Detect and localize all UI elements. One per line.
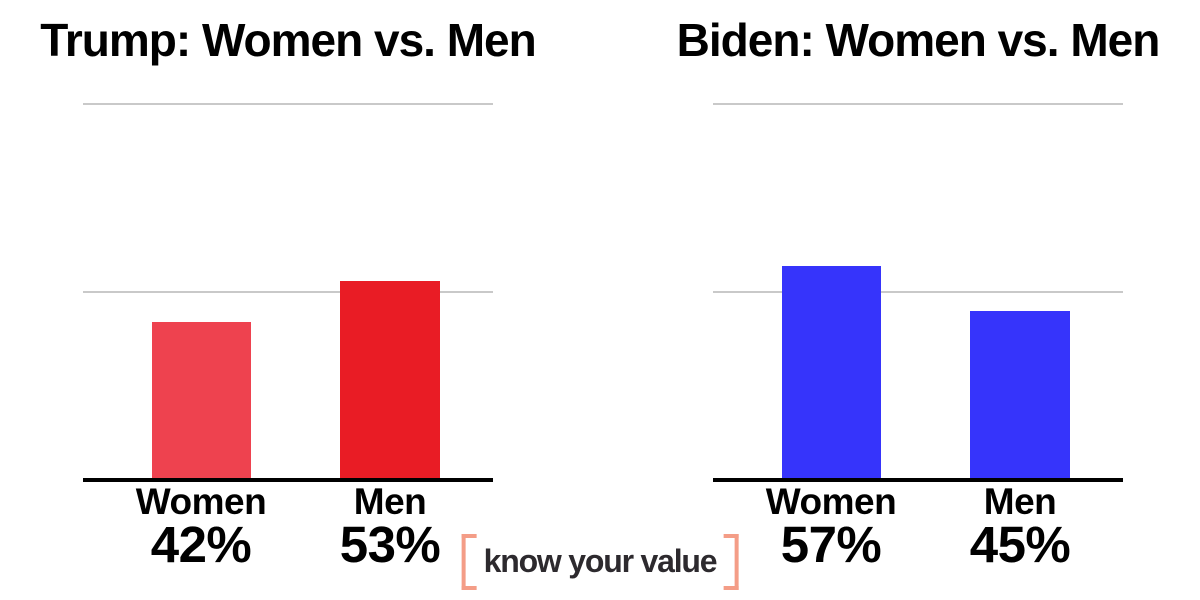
chart-biden: Biden: Women vs. Men Women 57% Men 45% [677,0,1161,600]
value-label: 53% [339,516,441,573]
chart-trump: Trump: Women vs. Men Women 42% Men 53% [40,0,536,600]
right-bracket-icon [723,534,739,590]
label-group-biden-men: Men 45% [900,483,1140,570]
know-your-value-logo: know your value [461,534,739,590]
value-label: 42% [150,516,252,573]
gridline-50pct [83,291,493,293]
left-bracket-icon [461,534,477,590]
category-label: Women [135,481,267,522]
gridline-50pct [713,291,1123,293]
bar-biden-men [970,310,1070,480]
gridline-100pct [83,103,493,105]
label-group-biden-women: Women 57% [711,483,951,570]
bar-trump-men [340,280,440,480]
category-label: Men [983,481,1057,522]
bar-biden-women [782,265,881,480]
chart-title-trump: Trump: Women vs. Men [40,14,536,66]
logo-text: know your value [483,542,718,579]
value-label: 45% [969,516,1071,573]
x-axis-biden [713,478,1123,482]
category-label: Men [353,481,427,522]
label-group-trump-men: Men 53% [270,483,510,570]
bar-trump-women [152,322,251,480]
plot-area-biden [713,103,1123,482]
value-label: 57% [780,516,882,573]
chart-title-biden: Biden: Women vs. Men [676,14,1161,66]
x-axis-trump [83,478,493,482]
gridline-100pct [713,103,1123,105]
plot-area-trump [83,103,493,482]
category-label: Women [765,481,897,522]
label-group-trump-women: Women 42% [81,483,321,570]
